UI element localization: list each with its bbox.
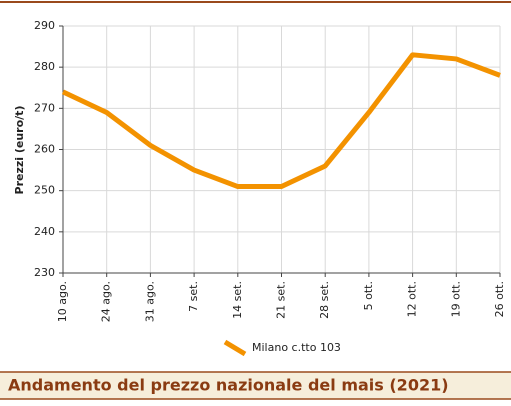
x-tick-label: 28 set. [318,281,331,319]
x-tick-label: 26 ott. [493,281,506,317]
legend-label: Milano c.tto 103 [252,341,341,354]
x-tick-label: 21 set. [275,281,288,319]
y-axis-label: Prezzi (euro/t) [13,106,26,195]
x-tick-label: 5 ott. [362,281,375,310]
y-tick-label: 290 [34,19,55,32]
legend-swatch [223,339,247,357]
y-tick-label: 230 [34,266,55,279]
y-tick-label: 250 [34,184,55,197]
series-line [61,52,501,190]
y-tick-label: 270 [34,101,55,114]
chart-title: Andamento del prezzo nazionale del mais … [8,376,449,395]
caption-band [0,372,511,399]
y-tick-label: 240 [34,225,55,238]
x-tick-label: 14 set. [231,281,244,319]
y-tick-label: 280 [34,60,55,73]
x-tick-label: 24 ago. [100,281,113,322]
x-tick-label: 31 ago. [143,281,156,322]
x-tick-label: 19 ott. [449,281,462,317]
x-tick-label: 12 ott. [406,281,419,317]
x-tick-label: 7 set. [187,281,200,312]
y-tick-label: 260 [34,143,55,156]
x-tick-label: 10 ago. [56,281,69,322]
